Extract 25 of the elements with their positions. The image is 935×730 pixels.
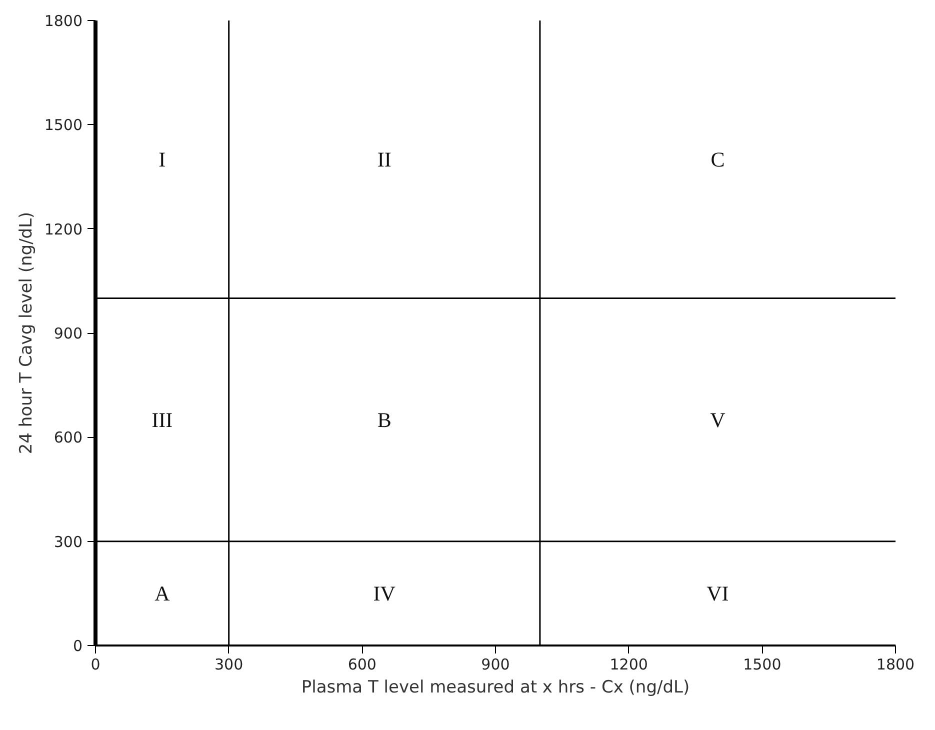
x-tick-label: 1200 bbox=[610, 656, 648, 674]
annotation: V bbox=[710, 408, 726, 432]
y-tick-label: 600 bbox=[54, 428, 83, 447]
y-tick-label: 900 bbox=[54, 324, 83, 342]
annotation: IV bbox=[373, 581, 396, 606]
y-tick-label: 1500 bbox=[44, 116, 83, 134]
x-tick-label: 600 bbox=[348, 656, 376, 674]
x-tick-label: 0 bbox=[90, 656, 100, 674]
x-tick-label: 1800 bbox=[876, 656, 915, 674]
annotation: C bbox=[710, 147, 725, 172]
y-tick-label: 1200 bbox=[44, 220, 83, 238]
annotation: I bbox=[158, 147, 166, 172]
y-tick-label: 1800 bbox=[44, 12, 83, 30]
y-tick-label: 0 bbox=[72, 637, 83, 655]
x-tick-label: 300 bbox=[214, 656, 244, 674]
y-axis-title: 24 hour T Cavg level (ng/dL) bbox=[16, 212, 36, 454]
annotation: VI bbox=[706, 581, 729, 606]
annotation: II bbox=[377, 147, 392, 172]
annotation: A bbox=[154, 581, 171, 606]
x-tick-label: 900 bbox=[481, 656, 510, 674]
x-tick-label: 1500 bbox=[743, 656, 782, 674]
annotation: III bbox=[152, 408, 173, 432]
x-axis-title: Plasma T level measured at x hrs - Cx (ng/dL) bbox=[301, 678, 690, 698]
y-tick-label: 300 bbox=[54, 532, 83, 551]
annotation: B bbox=[377, 408, 392, 432]
